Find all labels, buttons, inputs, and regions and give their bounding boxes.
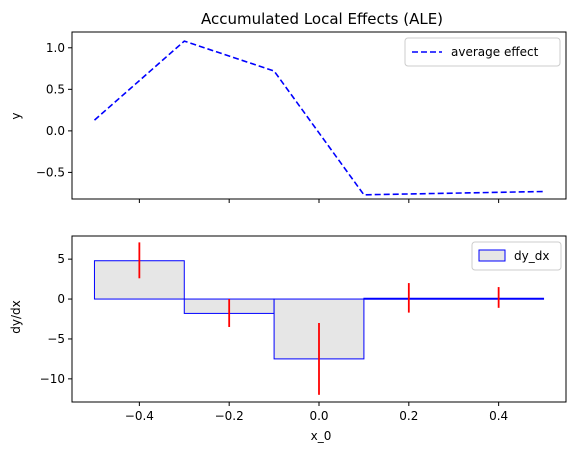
top-y-tick-label: 0.5 [46, 82, 65, 96]
top-legend-label: average effect [451, 45, 539, 59]
bottom-x-tick-label: −0.2 [215, 409, 244, 423]
bottom-y-axis-label: dy/dx [9, 300, 23, 333]
bottom-y-tick-label: 0 [57, 292, 65, 306]
top-plot-area: −0.5 0.0 0.5 1.0 average effect [36, 31, 567, 203]
bottom-legend: dy_dx [471, 241, 562, 271]
bottom-plot-area: −10 −5 0 5 −0.4 −0.2 0.0 0.2 0.4 dy_dx [40, 235, 567, 423]
bottom-x-tick-label: 0.0 [309, 409, 328, 423]
derivative-bar-panel: −10 −5 0 5 −0.4 −0.2 0.0 0.2 0.4 dy_dx dy/dx x_0 [9, 235, 567, 443]
bottom-legend-box [471, 241, 562, 271]
dy-dx-bar [363, 297, 545, 300]
top-legend: average effect [404, 37, 561, 67]
bottom-y-tick-label: −5 [47, 332, 65, 346]
top-y-axis-label: y [9, 112, 23, 119]
bottom-x-tick-label: 0.4 [489, 409, 508, 423]
top-y-tick-label: 0.0 [46, 124, 65, 138]
bottom-x-tick-label: 0.2 [399, 409, 418, 423]
ale-line-panel: Accumulated Local Effects (ALE) −0.5 0.0 0… [9, 10, 567, 203]
bottom-legend-label: dy_dx [514, 249, 549, 263]
top-y-tick-label: −0.5 [36, 165, 65, 179]
bottom-legend-swatch [478, 249, 506, 262]
bottom-y-tick-label: 5 [57, 252, 65, 266]
top-legend-box [404, 37, 561, 67]
bottom-x-tick-label: −0.4 [125, 409, 154, 423]
bottom-y-tick-label: −10 [40, 372, 65, 386]
chart-title: Accumulated Local Effects (ALE) [201, 10, 443, 28]
top-y-tick-label: 1.0 [46, 41, 65, 55]
average-effect-line [93, 40, 544, 196]
x-axis-label: x_0 [311, 429, 332, 443]
